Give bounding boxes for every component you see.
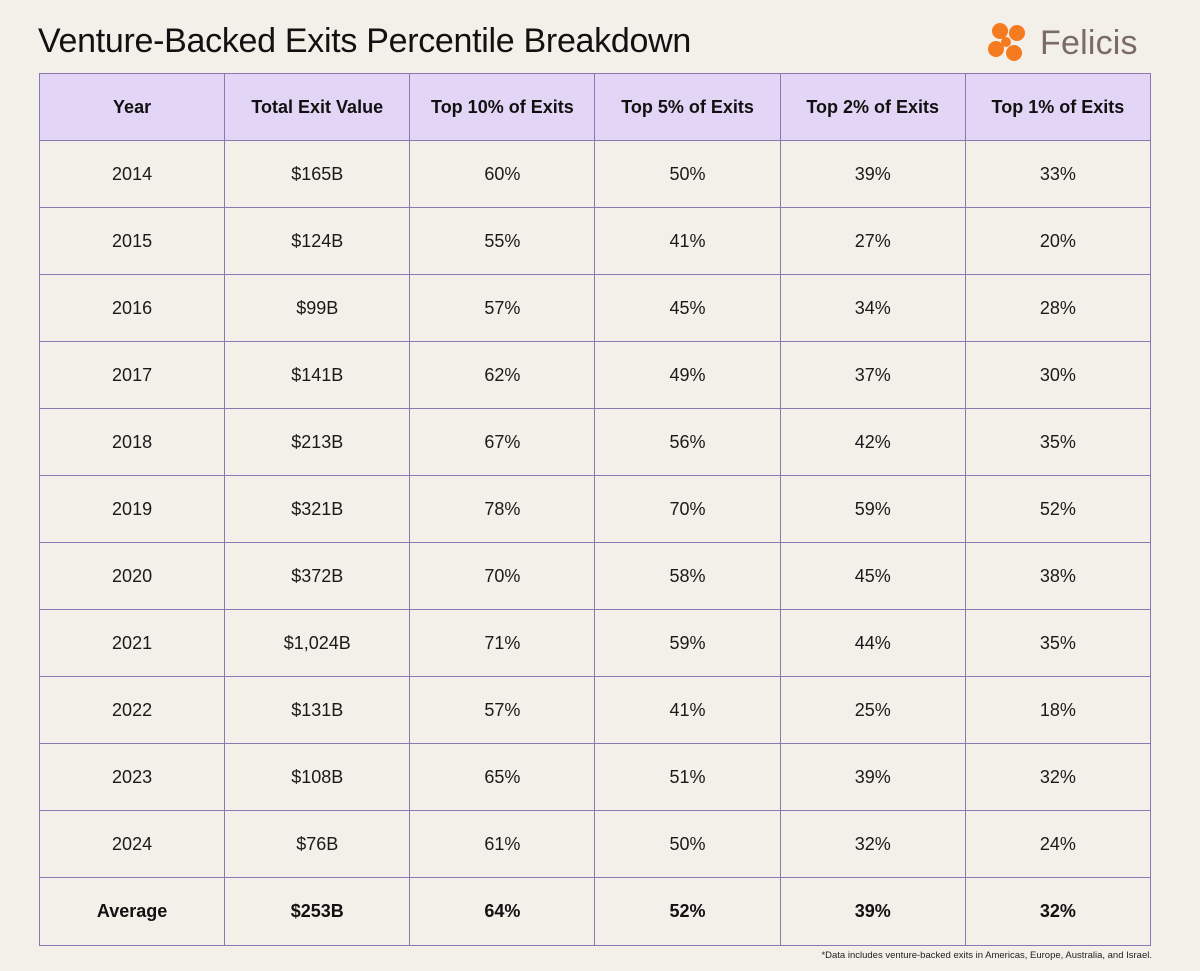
average-cell: 32% xyxy=(964,877,1152,946)
table-cell: $76B xyxy=(224,810,411,878)
table-cell: 41% xyxy=(594,676,781,744)
table-cell: 45% xyxy=(594,274,781,342)
exits-table: Year Total Exit Value Top 10% of Exits Top … xyxy=(38,73,1152,946)
table-cell: 2016 xyxy=(38,274,226,342)
table-cell: 37% xyxy=(779,341,966,409)
table-cell: $99B xyxy=(224,274,411,342)
table-body: 2014 $165B 60% 50% 39% 33% 2015 $124B 55% 41% 27% 2… xyxy=(38,140,1152,946)
table-cell: 2020 xyxy=(38,542,226,610)
table-cell: 71% xyxy=(409,609,596,677)
table-cell: $165B xyxy=(224,140,411,208)
table-row: 2021 $1,024B 71% 59% 44% 35% xyxy=(38,609,1152,677)
average-cell: 64% xyxy=(409,877,596,946)
table-cell: 33% xyxy=(964,140,1152,208)
table-cell: 18% xyxy=(964,676,1152,744)
table-cell: 50% xyxy=(594,140,781,208)
table-cell: 59% xyxy=(779,475,966,543)
average-cell: Average xyxy=(38,877,226,946)
average-cell: 39% xyxy=(779,877,966,946)
table-cell: 59% xyxy=(594,609,781,677)
table-cell: 2017 xyxy=(38,341,226,409)
table-cell: 44% xyxy=(779,609,966,677)
table-cell: 55% xyxy=(409,207,596,275)
column-header: Top 5% of Exits xyxy=(594,73,781,141)
table-cell: 2022 xyxy=(38,676,226,744)
table-cell: 2018 xyxy=(38,408,226,476)
table-cell: 2019 xyxy=(38,475,226,543)
table-row: 2016 $99B 57% 45% 34% 28% xyxy=(38,274,1152,342)
table-cell: $131B xyxy=(224,676,411,744)
table-cell: $372B xyxy=(224,542,411,610)
table-cell: 50% xyxy=(594,810,781,878)
average-row: Average $253B 64% 52% 39% 32% xyxy=(38,877,1152,946)
average-cell: 52% xyxy=(594,877,781,946)
page-title: Venture-Backed Exits Percentile Breakdow… xyxy=(38,22,691,60)
table-cell: 2014 xyxy=(38,140,226,208)
table-cell: 57% xyxy=(409,676,596,744)
table-row: 2023 $108B 65% 51% 39% 32% xyxy=(38,743,1152,811)
average-cell: $253B xyxy=(224,877,411,946)
table-cell: 49% xyxy=(594,341,781,409)
table-row: 2024 $76B 61% 50% 32% 24% xyxy=(38,810,1152,878)
logo-text: Felicis xyxy=(1040,23,1138,62)
table-cell: 56% xyxy=(594,408,781,476)
table-cell: 60% xyxy=(409,140,596,208)
table-cell: 35% xyxy=(964,408,1152,476)
table-cell: 52% xyxy=(964,475,1152,543)
table-cell: 32% xyxy=(964,743,1152,811)
table-cell: 57% xyxy=(409,274,596,342)
table-cell: 58% xyxy=(594,542,781,610)
table-cell: 39% xyxy=(779,140,966,208)
column-header: Top 2% of Exits xyxy=(779,73,966,141)
column-header: Top 10% of Exits xyxy=(409,73,596,141)
table-cell: 39% xyxy=(779,743,966,811)
table-cell: 65% xyxy=(409,743,596,811)
table-cell: 45% xyxy=(779,542,966,610)
table-cell: 51% xyxy=(594,743,781,811)
table-cell: 78% xyxy=(409,475,596,543)
table-cell: 2021 xyxy=(38,609,226,677)
table-cell: 38% xyxy=(964,542,1152,610)
table-cell: 34% xyxy=(779,274,966,342)
table-cell: 24% xyxy=(964,810,1152,878)
table-cell: $108B xyxy=(224,743,411,811)
table-cell: 35% xyxy=(964,609,1152,677)
table-cell: 32% xyxy=(779,810,966,878)
table-cell: 28% xyxy=(964,274,1152,342)
table-cell: $124B xyxy=(224,207,411,275)
table-cell: 2024 xyxy=(38,810,226,878)
table-cell: 70% xyxy=(594,475,781,543)
table-cell: 2023 xyxy=(38,743,226,811)
table-cell: 67% xyxy=(409,408,596,476)
column-header: Top 1% of Exits xyxy=(964,73,1152,141)
table-cell: 62% xyxy=(409,341,596,409)
table-cell: 20% xyxy=(964,207,1152,275)
table-row: 2020 $372B 70% 58% 45% 38% xyxy=(38,542,1152,610)
table-cell: 70% xyxy=(409,542,596,610)
table-row: 2014 $165B 60% 50% 39% 33% xyxy=(38,140,1152,208)
table-cell: $141B xyxy=(224,341,411,409)
table-cell: 42% xyxy=(779,408,966,476)
table-row: 2019 $321B 78% 70% 59% 52% xyxy=(38,475,1152,543)
felicis-logo: Felicis xyxy=(984,18,1138,68)
table-cell: 27% xyxy=(779,207,966,275)
table-cell: 30% xyxy=(964,341,1152,409)
table-cell: 2015 xyxy=(38,207,226,275)
table-row: 2015 $124B 55% 41% 27% 20% xyxy=(38,207,1152,275)
table-row: 2018 $213B 67% 56% 42% 35% xyxy=(38,408,1152,476)
table-cell: $321B xyxy=(224,475,411,543)
table-row: 2017 $141B 62% 49% 37% 30% xyxy=(38,341,1152,409)
column-header: Year xyxy=(38,73,226,141)
table-cell: $1,024B xyxy=(224,609,411,677)
table-header-row: Year Total Exit Value Top 10% of Exits Top … xyxy=(38,73,1152,141)
table-cell: 25% xyxy=(779,676,966,744)
column-header: Total Exit Value xyxy=(224,73,411,141)
table-cell: $213B xyxy=(224,408,411,476)
clover-icon xyxy=(988,23,1025,61)
table-cell: 61% xyxy=(409,810,596,878)
table-row: 2022 $131B 57% 41% 25% 18% xyxy=(38,676,1152,744)
footnote: *Data includes venture-backed exits in A… xyxy=(821,950,1152,961)
table-cell: 41% xyxy=(594,207,781,275)
